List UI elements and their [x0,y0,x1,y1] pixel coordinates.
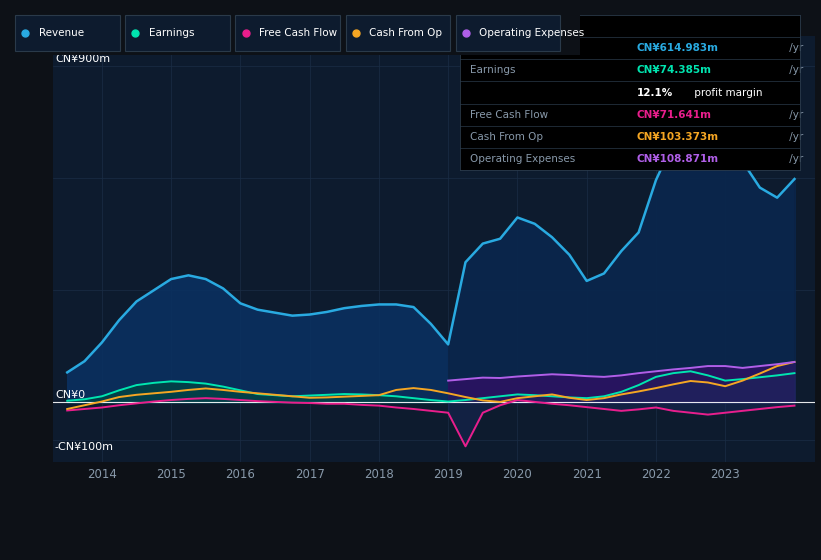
Text: Revenue: Revenue [39,27,84,38]
Text: 12.1%: 12.1% [637,87,673,97]
Text: Cash From Op: Cash From Op [369,27,443,38]
Text: Free Cash Flow: Free Cash Flow [470,110,548,120]
FancyBboxPatch shape [15,15,120,50]
Text: CN¥74.385m: CN¥74.385m [637,66,712,76]
Text: -CN¥100m: -CN¥100m [55,442,114,452]
Text: Dec 31 2023: Dec 31 2023 [470,20,552,32]
Text: CN¥0: CN¥0 [55,390,85,400]
Text: profit margin: profit margin [691,87,763,97]
Text: CN¥108.871m: CN¥108.871m [637,154,719,164]
Text: Earnings: Earnings [149,27,195,38]
Text: CN¥614.983m: CN¥614.983m [637,43,719,53]
Text: Revenue: Revenue [470,43,516,53]
FancyBboxPatch shape [236,15,340,50]
Text: /yr: /yr [787,110,804,120]
Text: Operating Expenses: Operating Expenses [479,27,585,38]
Text: /yr: /yr [787,66,804,76]
FancyBboxPatch shape [125,15,230,50]
Text: Operating Expenses: Operating Expenses [470,154,576,164]
FancyBboxPatch shape [456,15,560,50]
FancyBboxPatch shape [346,15,450,50]
Text: Cash From Op: Cash From Op [470,132,544,142]
Text: /yr: /yr [787,154,804,164]
Text: CN¥103.373m: CN¥103.373m [637,132,719,142]
Text: Earnings: Earnings [470,66,516,76]
Text: Free Cash Flow: Free Cash Flow [259,27,337,38]
Text: /yr: /yr [787,132,804,142]
Text: CN¥900m: CN¥900m [55,54,110,64]
Text: CN¥71.641m: CN¥71.641m [637,110,712,120]
Text: /yr: /yr [787,43,804,53]
